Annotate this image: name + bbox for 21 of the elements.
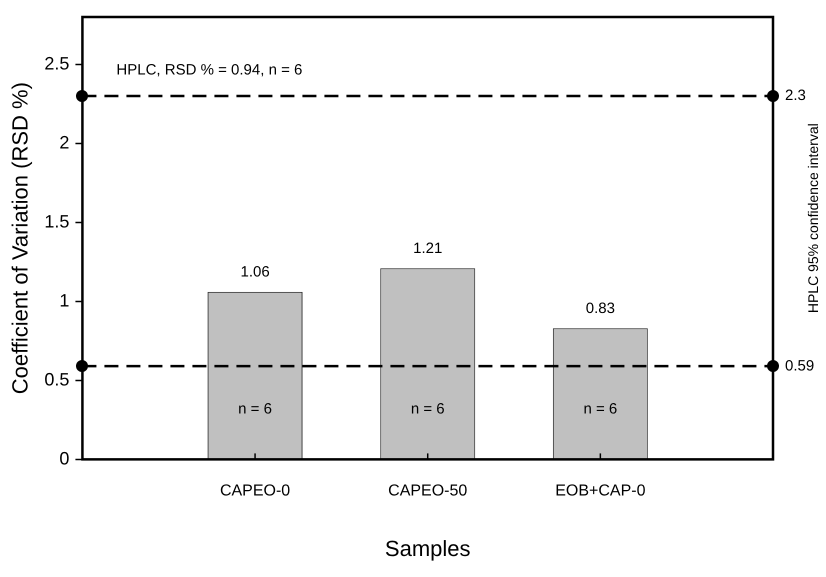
y-axis-title: Coefficient of Variation (RSD %) — [7, 82, 32, 394]
y2-axis-title: HPLC 95% confidence interval — [804, 123, 821, 314]
x-tick-label: CAPEO-50 — [388, 482, 468, 500]
data-label: 0.83 — [586, 300, 615, 317]
y-tick-label: 1 — [59, 290, 70, 310]
y-tick-label: 1.5 — [44, 211, 70, 232]
data-label: 1.06 — [240, 264, 270, 281]
ref-line-label: 0.59 — [785, 357, 814, 374]
y-tick-label: 0 — [59, 448, 70, 468]
annotation: n = 6 — [238, 400, 272, 418]
y-tick-label: 0.5 — [44, 369, 70, 390]
ref-line-label: 2.3 — [785, 87, 806, 104]
annotation: n = 6 — [410, 400, 445, 418]
annotation: HPLC, RSD % = 0.94, n = 6 — [116, 62, 302, 79]
y-tick-label: 2 — [59, 132, 70, 152]
data-label: 1.21 — [413, 240, 442, 257]
y-tick-label: 2.5 — [44, 53, 70, 74]
x-axis-title: Samples — [384, 536, 471, 561]
x-tick-label: CAPEO-0 — [220, 482, 290, 500]
annotation: n = 6 — [583, 400, 618, 418]
x-tick-label: EOB+CAP-0 — [555, 482, 646, 500]
